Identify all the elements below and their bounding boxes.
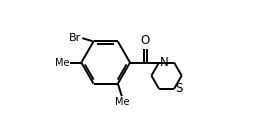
Text: N: N [160,56,169,69]
Text: S: S [175,82,182,95]
Text: Me: Me [55,58,69,68]
Text: Me: Me [115,97,129,107]
Text: Br: Br [69,33,82,43]
Text: O: O [140,34,150,47]
